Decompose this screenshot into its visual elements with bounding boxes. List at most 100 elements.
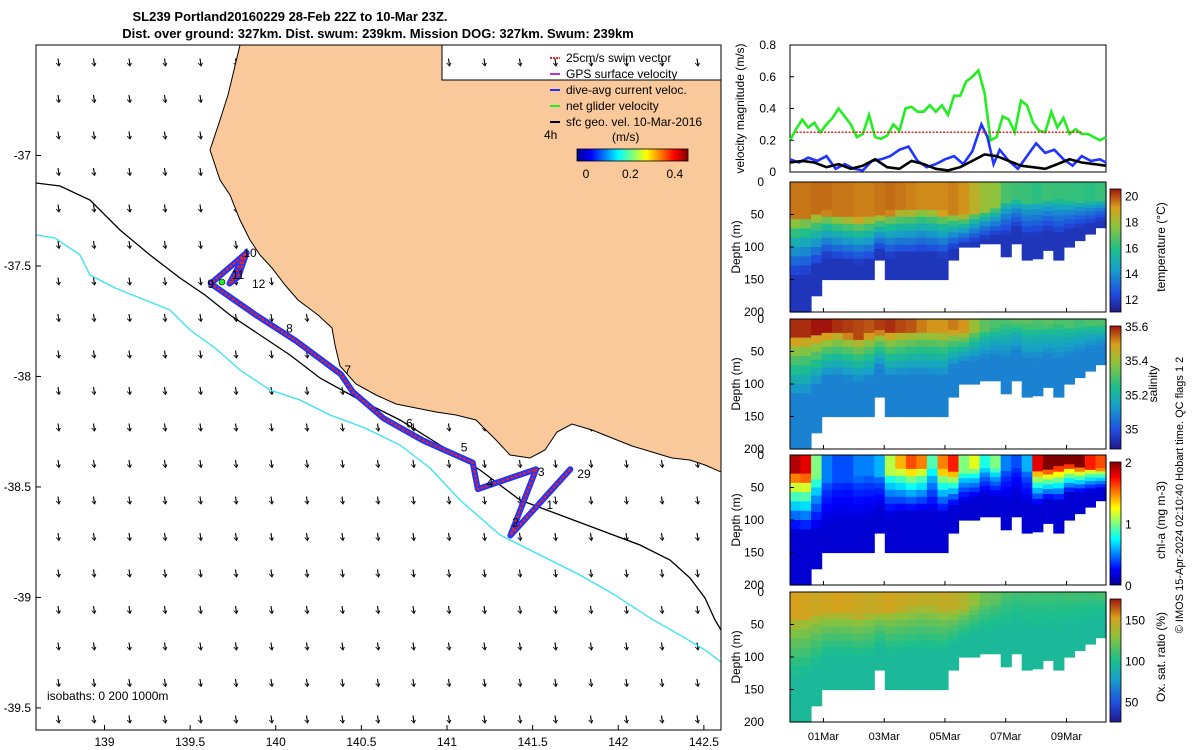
section-cell <box>937 216 949 225</box>
section-cell <box>1074 348 1086 354</box>
section-cell <box>832 251 844 260</box>
current-arrowhead <box>623 62 629 67</box>
section-cell <box>800 274 812 285</box>
section-cell <box>1053 319 1065 326</box>
current-arrow <box>270 459 273 468</box>
current-arrow <box>234 240 238 249</box>
section-cell <box>1042 650 1054 656</box>
section-cell <box>958 468 970 475</box>
current-arrow <box>305 459 309 468</box>
section-cell <box>800 557 812 567</box>
section-cell <box>916 489 928 498</box>
section-cell <box>1095 471 1107 476</box>
section-cell <box>1032 220 1044 227</box>
current-arrow <box>696 678 699 687</box>
section-cell <box>1011 485 1023 491</box>
section-cell <box>979 627 991 633</box>
section-cell <box>1032 384 1044 391</box>
section-cell <box>811 544 823 554</box>
current-arrowhead <box>375 464 381 469</box>
section-cell <box>800 473 812 484</box>
section-cell <box>937 189 949 197</box>
current-arrow <box>199 240 202 249</box>
current-arrow <box>305 313 309 322</box>
section-cell <box>1000 388 1012 395</box>
section-cell <box>895 388 907 397</box>
current-arrowhead <box>304 610 310 615</box>
section-cell <box>874 358 886 365</box>
section-cell <box>937 455 949 463</box>
current-arrowhead <box>233 683 239 688</box>
section-cell <box>1095 608 1107 613</box>
section-ylabel: Depth (m) <box>729 220 743 273</box>
section-cell <box>884 402 896 411</box>
section-cell <box>1084 193 1096 198</box>
section-cell <box>948 499 960 506</box>
section-cell <box>821 195 833 204</box>
map-x-tick-label: 139 <box>94 735 114 749</box>
section-cell <box>821 251 833 260</box>
section-cell <box>811 640 823 650</box>
section-cell <box>842 182 854 190</box>
section-cell <box>1095 182 1107 186</box>
section-cell <box>874 254 886 261</box>
section-cell <box>926 360 938 369</box>
section-cell <box>937 545 949 554</box>
current-arrowhead <box>375 719 381 724</box>
waypoint-label: 10 <box>243 246 257 260</box>
section-cell <box>884 332 896 341</box>
section-cell <box>1053 619 1065 627</box>
section-cell <box>969 223 981 229</box>
section-cell <box>1000 460 1012 467</box>
current-arrow <box>518 569 522 577</box>
current-arrowhead <box>268 464 274 469</box>
section-cell <box>832 202 844 211</box>
section-cell <box>842 251 854 260</box>
section-cell <box>937 346 949 355</box>
section-cell <box>1063 342 1075 348</box>
current-arrow <box>92 532 96 541</box>
section-cell <box>1095 325 1107 330</box>
section-cell <box>863 510 875 519</box>
section-cell <box>790 464 802 475</box>
section-cell <box>895 462 907 470</box>
section-cell <box>821 517 833 526</box>
section-cell <box>895 475 907 484</box>
section-cell <box>800 675 812 686</box>
section-cell <box>1074 319 1086 324</box>
section-cell <box>884 475 896 484</box>
current-arrow <box>696 496 699 504</box>
section-cell <box>926 468 938 477</box>
section-cell <box>990 323 1002 329</box>
current-arrowhead <box>517 719 523 724</box>
current-arrow <box>128 350 131 358</box>
section-cell <box>1021 363 1033 370</box>
section-cell <box>1095 458 1107 463</box>
section-cell <box>842 388 854 397</box>
section-cell <box>821 360 833 369</box>
section-cell <box>895 265 907 274</box>
section-cell <box>842 531 854 540</box>
section-cell <box>853 182 865 190</box>
section-cell <box>832 640 844 649</box>
current-arrowhead <box>55 245 61 250</box>
section-cell <box>948 341 960 348</box>
section-cell <box>842 381 854 390</box>
section-cell <box>948 653 960 660</box>
section-cell <box>1074 190 1086 196</box>
section-cell <box>874 619 886 627</box>
section-cell <box>1021 319 1033 326</box>
section-y-tick-label: 50 <box>751 208 765 222</box>
section-cell <box>916 360 928 369</box>
map-x-tick-label: 140.5 <box>346 735 376 749</box>
section-cell <box>863 223 875 232</box>
current-arrowhead <box>233 500 239 505</box>
section-cell <box>800 501 812 512</box>
section-cell <box>937 326 949 334</box>
section-cell <box>863 455 875 463</box>
current-arrow <box>660 678 664 687</box>
section-cell <box>853 202 865 211</box>
current-arrowhead <box>233 573 239 578</box>
current-arrow <box>696 605 699 614</box>
current-arrow <box>518 678 522 687</box>
